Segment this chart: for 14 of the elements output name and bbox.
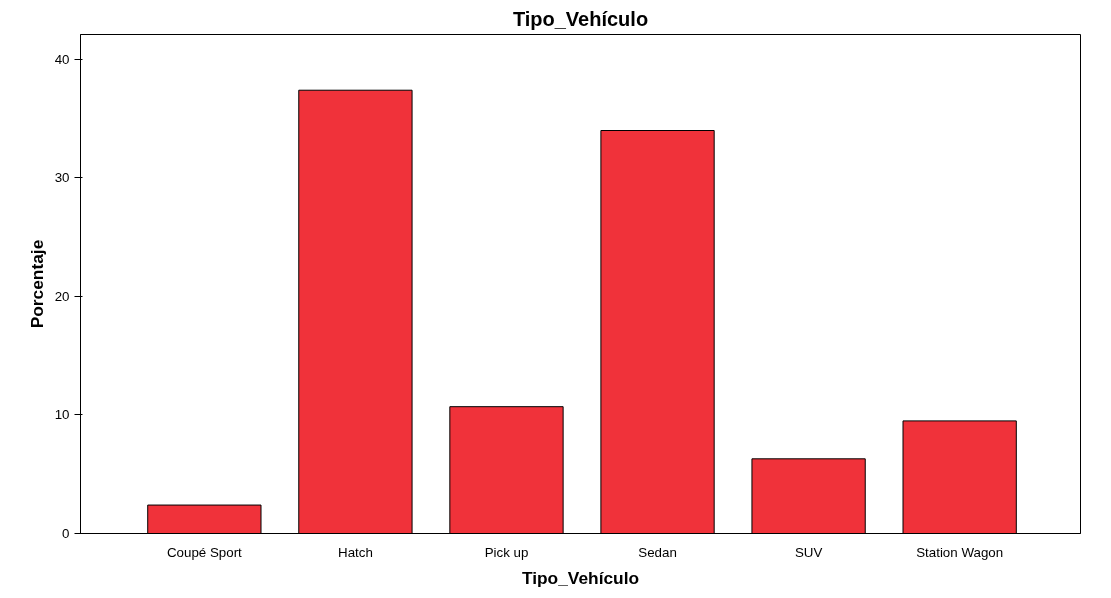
- x-axis-title: Tipo_Vehículo: [521, 567, 640, 588]
- x-tick-label: Station Wagon: [916, 544, 1004, 560]
- x-tick-label: Pick up: [484, 544, 529, 560]
- y-tick-label: 40: [54, 51, 70, 67]
- y-tick-label: 20: [54, 288, 70, 304]
- x-tick-label: Sedan: [638, 544, 677, 560]
- x-tick-label: Hatch: [338, 544, 373, 560]
- y-tick-label: 30: [54, 170, 70, 186]
- chart-title: Tipo_Vehículo: [512, 7, 649, 30]
- y-axis-title: Porcentaje: [26, 239, 47, 329]
- x-tick-label: SUV: [794, 544, 823, 560]
- y-tick-label: 0: [62, 526, 70, 541]
- y-tick-label: 10: [54, 407, 70, 423]
- x-tick-label: Coupé Sport: [166, 544, 243, 560]
